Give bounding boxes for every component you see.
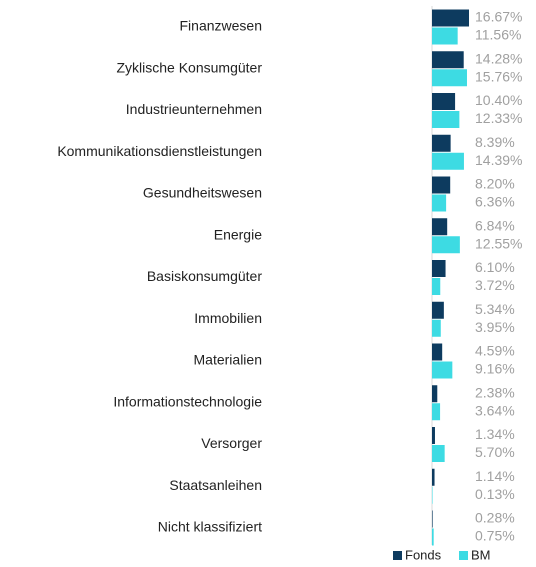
category-label: Energie [214, 226, 262, 242]
legend-swatch [459, 551, 468, 560]
value-label: 2.38% [475, 384, 515, 400]
category-label: Basiskonsumgüter [147, 268, 263, 284]
bar [432, 403, 441, 421]
value-label: 3.64% [475, 402, 515, 418]
value-label: 3.72% [475, 277, 515, 293]
category-label: Immobilien [194, 310, 262, 326]
value-label: 6.84% [475, 217, 515, 233]
bar [432, 51, 464, 69]
value-label: 15.76% [475, 68, 522, 84]
bar [432, 152, 464, 170]
category-label: Nicht klassifiziert [158, 519, 262, 535]
bar [432, 111, 460, 128]
bar [432, 194, 447, 212]
value-label: 0.75% [475, 528, 515, 544]
category-label: Materialien [194, 352, 262, 368]
bar [432, 468, 435, 486]
bar [432, 236, 460, 254]
category-label: Staatsanleihen [169, 477, 262, 493]
value-label: 16.67% [475, 9, 522, 25]
value-label: 1.14% [475, 468, 515, 484]
bar [432, 9, 470, 27]
category-label: Zyklische Konsumgüter [116, 59, 262, 75]
value-label: 14.28% [475, 50, 522, 66]
bar [432, 510, 433, 528]
bar [432, 319, 441, 337]
value-label: 0.28% [475, 510, 515, 526]
value-label: 12.33% [475, 110, 522, 126]
category-label: Finanzwesen [180, 18, 263, 34]
bar [432, 361, 453, 379]
value-label: 14.39% [475, 152, 522, 168]
bar [432, 427, 435, 444]
bar [432, 218, 448, 236]
category-label: Informationstechnologie [113, 393, 262, 409]
value-label: 1.34% [475, 426, 515, 442]
value-label: 5.70% [475, 444, 515, 460]
legend-label: BM [471, 547, 491, 562]
bar [432, 301, 444, 319]
value-label: 12.55% [475, 235, 522, 251]
bar [432, 445, 445, 462]
value-label: 6.36% [475, 194, 515, 210]
bar [432, 176, 451, 194]
category-label: Gesundheitswesen [143, 185, 262, 201]
bar [432, 134, 451, 152]
value-label: 4.59% [475, 343, 515, 359]
value-label: 10.40% [475, 92, 522, 108]
bar [432, 385, 438, 403]
value-label: 11.56% [475, 27, 521, 43]
bar [432, 69, 467, 87]
legend-swatch [393, 551, 402, 560]
bar [432, 27, 458, 45]
bar [432, 528, 434, 546]
value-label: 8.20% [475, 176, 515, 192]
value-label: 8.39% [475, 134, 515, 150]
value-label: 9.16% [475, 361, 515, 377]
bar [432, 260, 446, 277]
value-label: 5.34% [475, 301, 515, 317]
value-label: 6.10% [475, 259, 515, 275]
category-label: Kommunikationsdienstleistungen [57, 143, 262, 159]
bar [432, 278, 441, 295]
category-label: Industrieunternehmen [126, 101, 262, 117]
bar [432, 486, 433, 504]
value-label: 0.13% [475, 486, 515, 502]
legend-label: Fonds [405, 547, 442, 562]
category-label: Versorger [201, 435, 262, 451]
value-label: 3.95% [475, 319, 515, 335]
bar [432, 343, 443, 361]
bar [432, 93, 456, 110]
